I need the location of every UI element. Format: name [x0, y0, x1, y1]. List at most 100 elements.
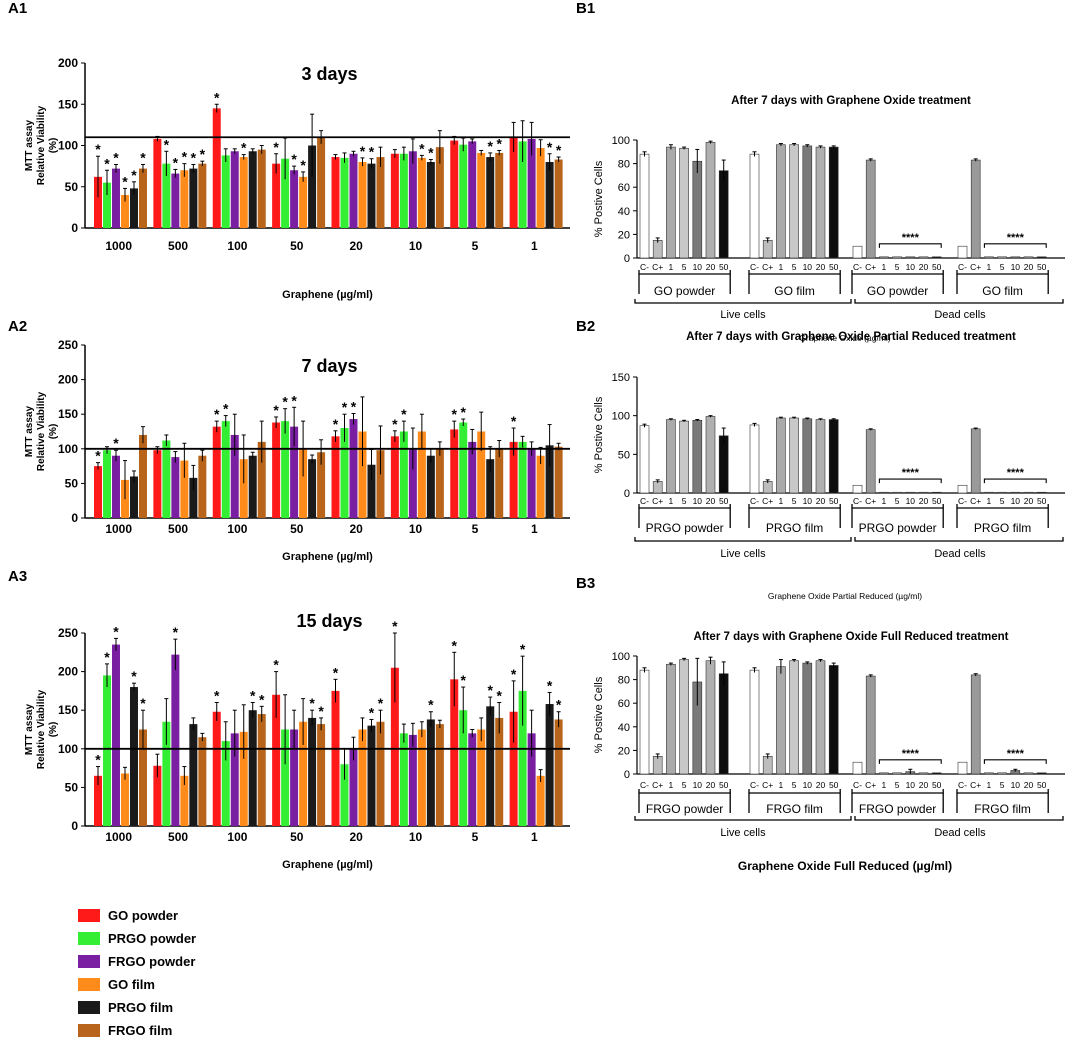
- bar: [198, 737, 207, 826]
- group-bracket: [956, 504, 1049, 509]
- significance-star: *: [556, 697, 562, 713]
- bar: [340, 428, 349, 518]
- significance-star: *: [333, 416, 339, 432]
- x-tick-label: C+: [652, 780, 663, 790]
- chart-title: 3 days: [301, 64, 357, 84]
- category-label: 500: [168, 239, 188, 253]
- significance-star: *: [113, 149, 119, 165]
- bar: [486, 459, 495, 518]
- x-tick-label: C-: [853, 262, 862, 272]
- section-label: Live cells: [720, 548, 766, 560]
- x-tick-label: 20: [706, 780, 716, 790]
- bar: [892, 772, 902, 775]
- significance-stars: ****: [902, 232, 920, 244]
- bar: [931, 491, 942, 494]
- bar: [828, 419, 839, 494]
- bar: [495, 448, 504, 518]
- bar: [171, 457, 180, 518]
- y-tick-label: 60: [618, 182, 630, 194]
- group-bracket: [851, 504, 944, 509]
- bar: [189, 724, 198, 826]
- bar: [221, 421, 230, 518]
- bar: [536, 455, 545, 518]
- group-label: FRGO film: [766, 802, 823, 816]
- bar: [317, 137, 326, 228]
- bar: [340, 157, 349, 228]
- bar: [459, 422, 468, 518]
- y-tick-label: 100: [612, 411, 630, 423]
- significance-star: *: [360, 143, 366, 159]
- bar: [679, 147, 689, 259]
- x-tick-label: 5: [895, 780, 900, 790]
- y-axis-label: % Postive Cells: [593, 676, 605, 753]
- x-tick-label: 10: [1011, 496, 1021, 506]
- bar: [299, 721, 308, 826]
- bar: [257, 441, 266, 518]
- bar: [762, 481, 773, 494]
- chart-a3: [81, 632, 570, 827]
- bar: [652, 240, 663, 259]
- significance-star: *: [547, 139, 553, 155]
- bar: [918, 256, 929, 259]
- x-tick-label: C+: [970, 780, 981, 790]
- bar: [1010, 256, 1021, 259]
- bar: [527, 733, 536, 826]
- significance-star: *: [104, 155, 110, 171]
- bar: [984, 491, 994, 494]
- significance-stars: ****: [1007, 467, 1025, 479]
- legend-label: PRGO powder: [108, 931, 197, 946]
- bar: [892, 256, 902, 259]
- bar: [459, 144, 468, 228]
- bar: [477, 431, 486, 518]
- x-tick-label: 20: [1024, 780, 1034, 790]
- x-axis-label: Graphene Oxide Full Reduced (µg/ml): [738, 859, 952, 873]
- bar: [789, 417, 799, 494]
- bar: [545, 162, 554, 228]
- category-label: 20: [350, 522, 364, 536]
- bar: [399, 153, 408, 228]
- bar: [495, 717, 504, 826]
- x-tick-label: C-: [853, 780, 862, 790]
- x-tick-label: 1: [779, 496, 784, 506]
- bar: [450, 429, 459, 518]
- bar: [102, 450, 111, 518]
- bar: [527, 448, 536, 518]
- bar: [308, 459, 317, 518]
- bar: [536, 775, 545, 826]
- x-tick-label: 5: [792, 496, 797, 506]
- category-label: 1000: [105, 239, 132, 253]
- bar: [376, 721, 385, 826]
- significance-star: *: [214, 687, 220, 703]
- y-tick-label: 100: [612, 135, 630, 147]
- legend-item: PRGO film: [78, 996, 196, 1019]
- x-tick-label: 20: [919, 496, 929, 506]
- group-bracket: [748, 270, 841, 275]
- x-tick-label: 50: [719, 496, 729, 506]
- legend-label: GO film: [108, 977, 155, 992]
- x-tick-label: C+: [865, 496, 876, 506]
- section-label: Live cells: [720, 827, 766, 839]
- bar: [317, 452, 326, 518]
- significance-bracket: [878, 243, 942, 248]
- bar: [435, 147, 444, 228]
- bar: [865, 159, 876, 259]
- y-tick-label: 40: [618, 722, 630, 734]
- category-label: 5: [472, 522, 479, 536]
- x-tick-label: 1: [987, 496, 992, 506]
- bar: [349, 748, 358, 826]
- category-label: 1: [531, 239, 538, 253]
- x-tick-label: 10: [693, 262, 703, 272]
- y-tick-label: 100: [58, 139, 78, 153]
- category-label: 5: [472, 239, 479, 253]
- x-tick-label: 20: [919, 780, 929, 790]
- bar: [749, 153, 760, 259]
- bar: [408, 151, 417, 228]
- group-bracket: [748, 504, 841, 509]
- bar: [905, 256, 916, 259]
- bar: [162, 163, 171, 228]
- category-label: 20: [350, 239, 364, 253]
- legend-swatch: [78, 1001, 100, 1014]
- x-tick-label: 50: [829, 496, 839, 506]
- bar: [984, 772, 994, 775]
- x-tick-label: 50: [932, 496, 942, 506]
